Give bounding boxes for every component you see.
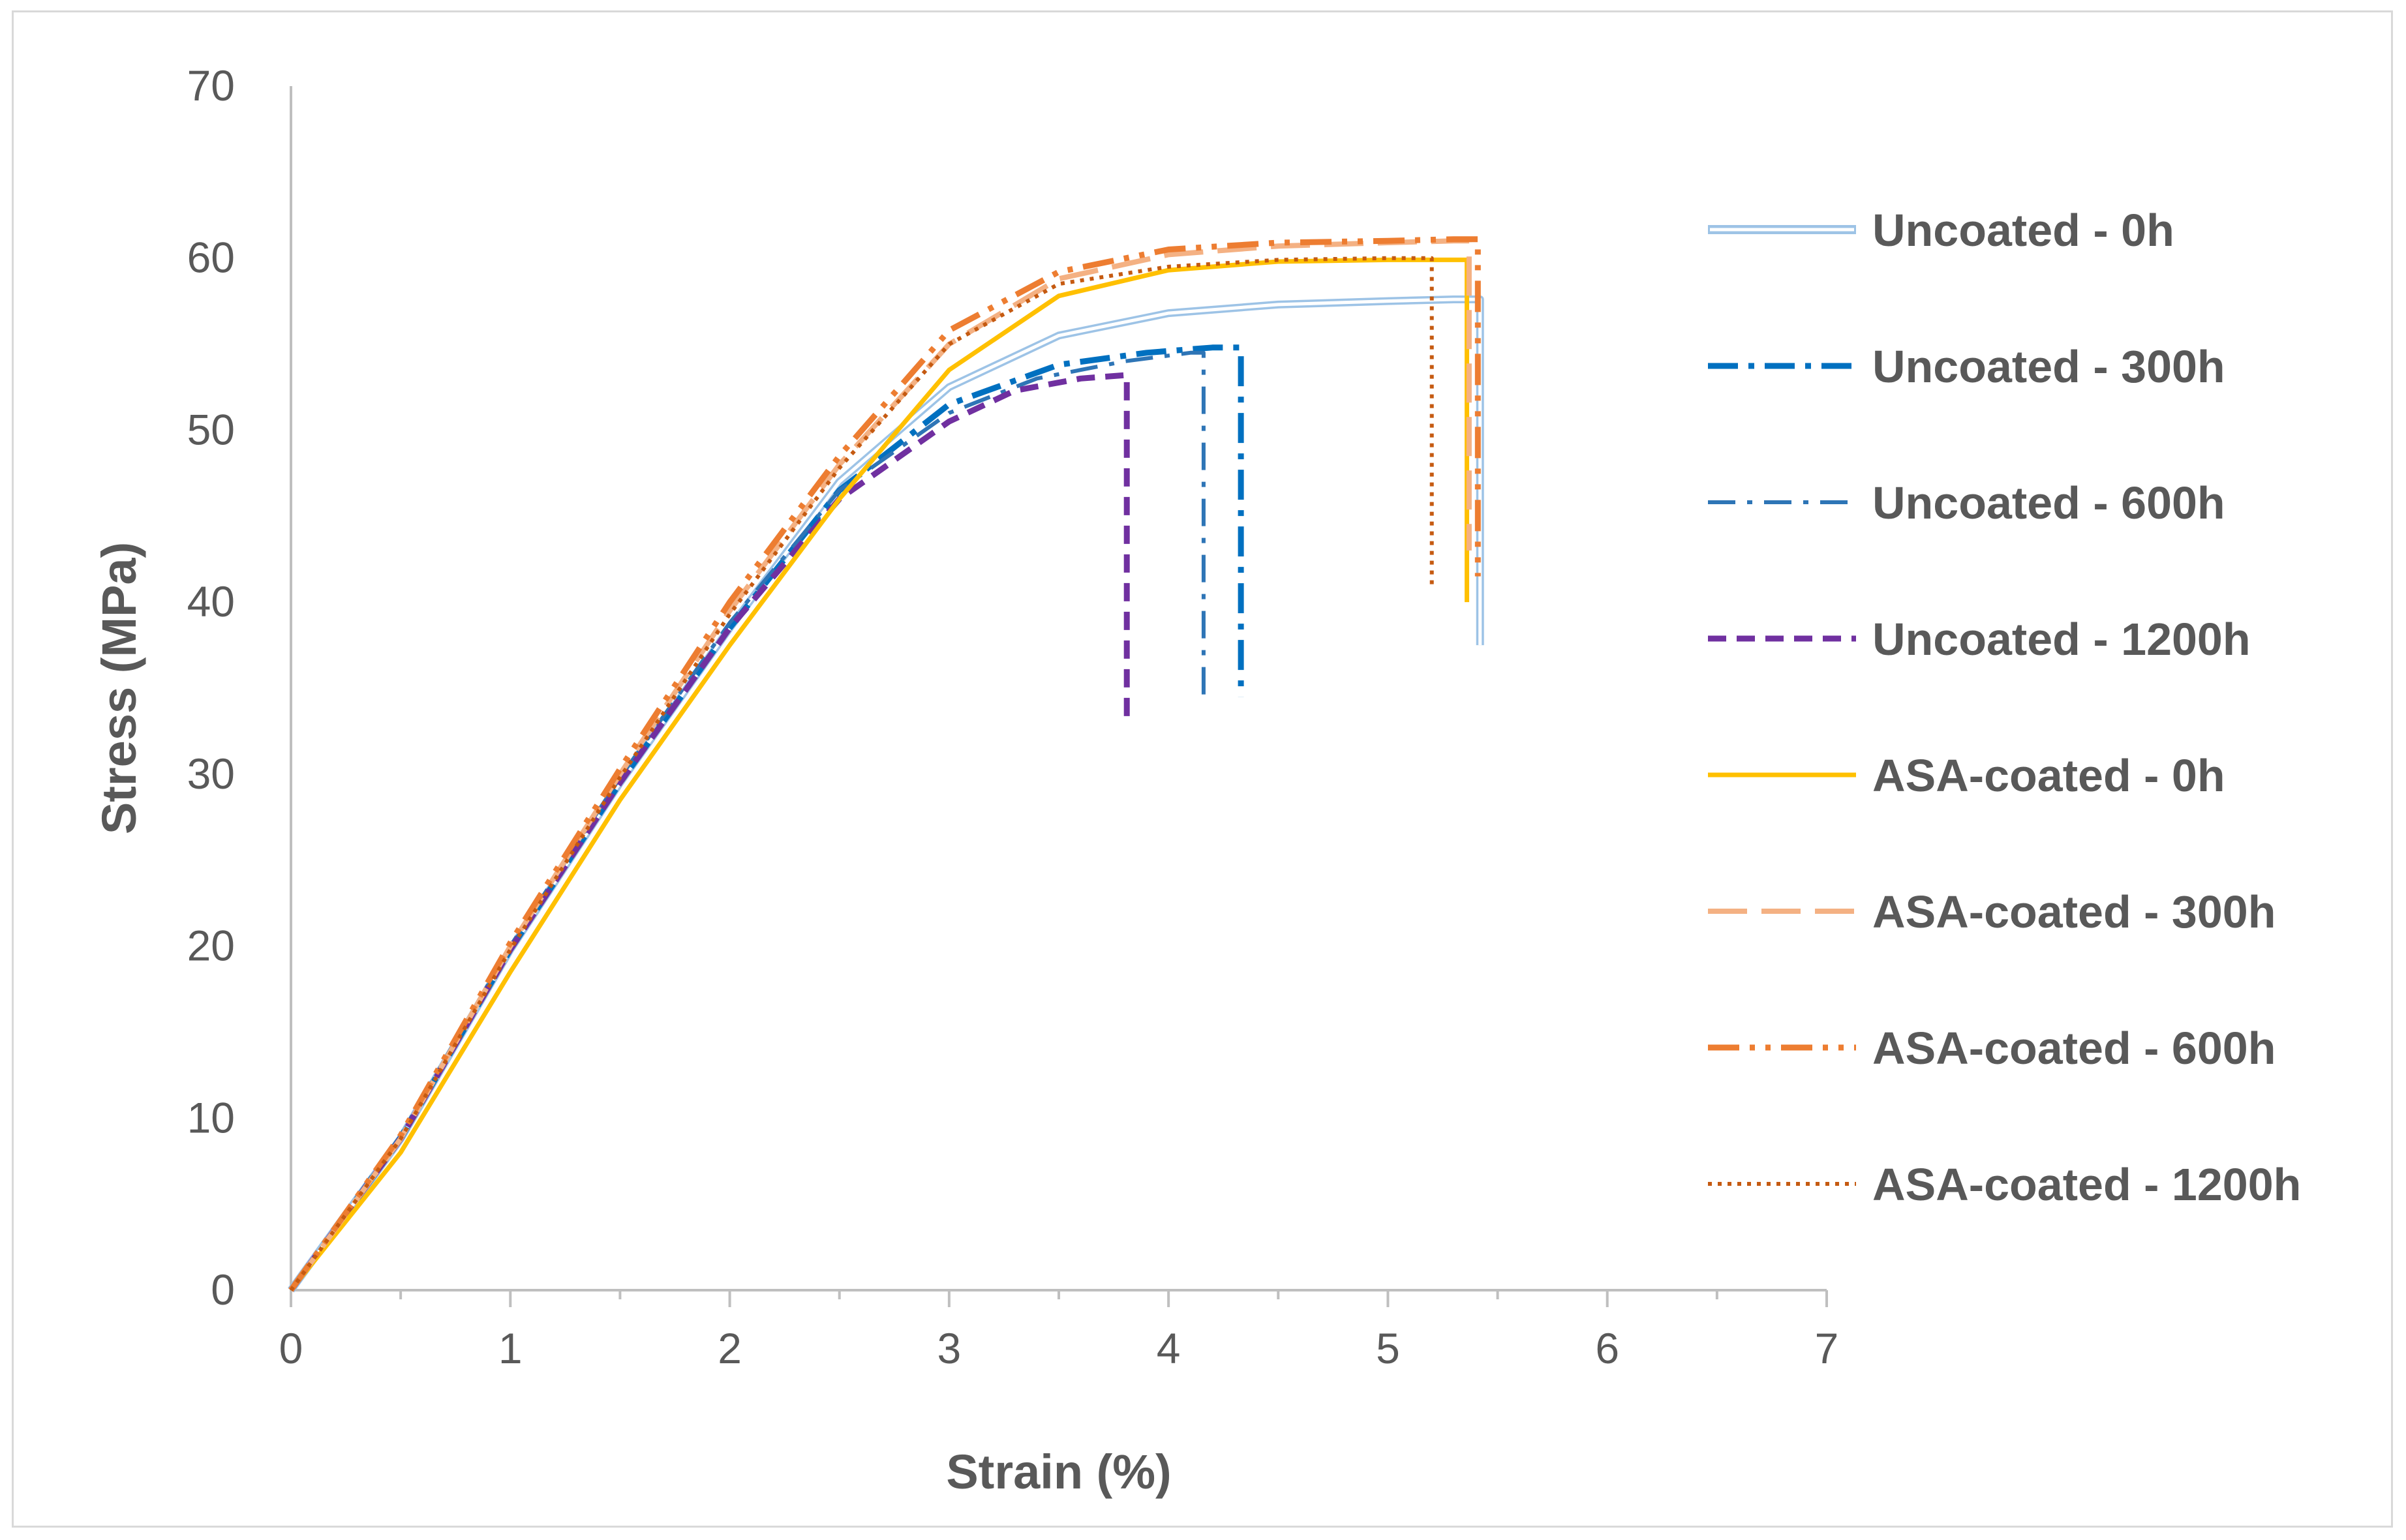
series-line-6 xyxy=(288,236,1481,1292)
series-line-7 xyxy=(289,256,1434,1291)
series-line-3 xyxy=(288,372,1130,1292)
x-tick-label: 6 xyxy=(1595,1324,1619,1372)
chart-frame xyxy=(12,10,2393,1528)
legend-label: ASA-coated - 1200h xyxy=(1872,1159,2301,1210)
series-line-4 xyxy=(289,257,1469,1292)
x-tick-label: 3 xyxy=(937,1324,961,1372)
legend: Uncoated - 0h Uncoated - 300h Uncoated - 6… xyxy=(1708,205,2301,1210)
legend-label: Uncoated - 1200h xyxy=(1872,614,2251,665)
legend-label: Uncoated - 300h xyxy=(1872,341,2225,392)
series-group xyxy=(288,236,1484,1293)
y-tick-label: 50 xyxy=(187,405,235,453)
series-line-2 xyxy=(289,350,1206,1291)
legend-label: ASA-coated - 0h xyxy=(1872,750,2225,801)
x-ticks: 0 1 2 3 4 5 6 7 xyxy=(279,1290,1839,1372)
y-axis-title: Stress (MPa) xyxy=(92,542,146,834)
x-tick-label: 5 xyxy=(1376,1324,1400,1372)
legend-label: ASA-coated - 600h xyxy=(1872,1023,2276,1074)
x-tick-label: 2 xyxy=(718,1324,742,1372)
x-tick-label: 1 xyxy=(498,1324,523,1372)
y-ticks: 0 10 20 30 40 50 60 70 xyxy=(187,61,235,1314)
axes xyxy=(290,86,1827,1291)
series-line-5 xyxy=(288,238,1472,1292)
legend-label: Uncoated - 0h xyxy=(1872,205,2174,256)
y-tick-label: 60 xyxy=(187,234,235,282)
y-tick-label: 70 xyxy=(187,61,235,110)
y-tick-label: 0 xyxy=(211,1265,235,1314)
series-line-1 xyxy=(288,344,1244,1292)
y-tick-label: 40 xyxy=(187,577,235,626)
y-tick-label: 10 xyxy=(187,1093,235,1141)
x-tick-label: 4 xyxy=(1157,1324,1181,1372)
y-tick-label: 30 xyxy=(187,749,235,798)
x-tick-label: 0 xyxy=(279,1324,303,1372)
x-axis-title: Strain (%) xyxy=(946,1445,1171,1499)
legend-label: Uncoated - 600h xyxy=(1872,477,2225,528)
y-tick-label: 20 xyxy=(187,922,235,970)
legend-label: ASA-coated - 300h xyxy=(1872,886,2276,937)
x-tick-label: 7 xyxy=(1815,1324,1839,1372)
